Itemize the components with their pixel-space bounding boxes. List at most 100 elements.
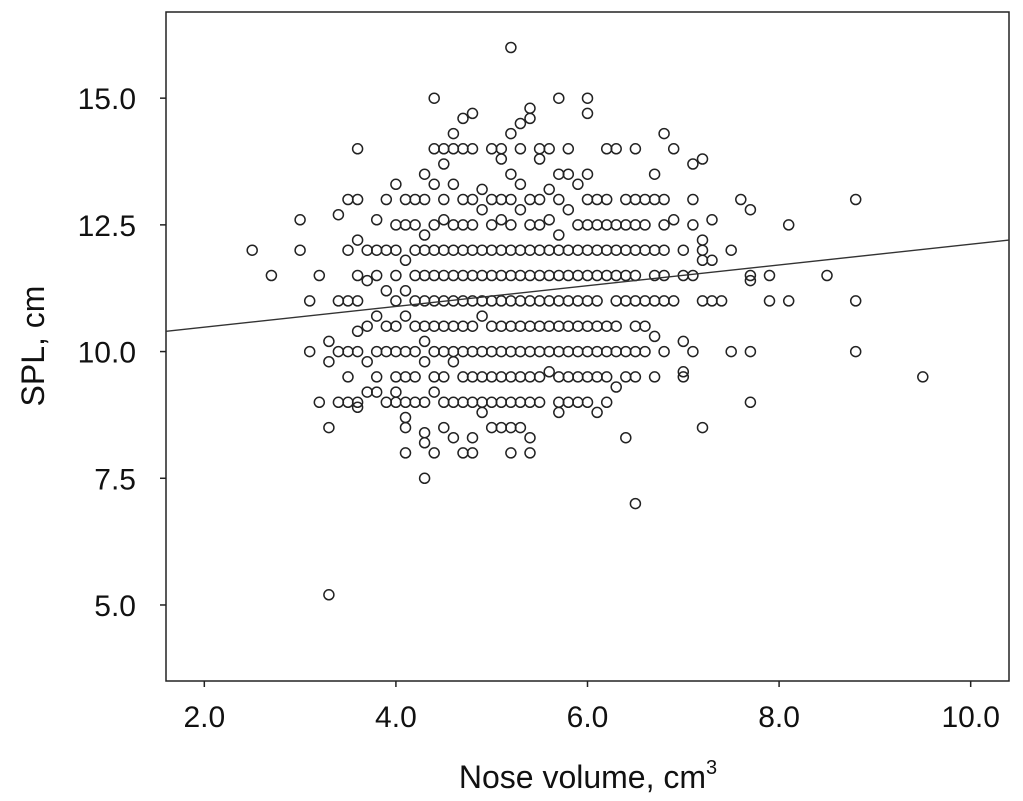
data-point [332,396,345,409]
data-point [447,143,460,155]
data-point [428,345,440,358]
y-axis-ticks: 5.0 7.5 10.0 12.5 15.0 [78,83,166,623]
data-point [390,386,402,398]
data-point [648,371,661,383]
data-point [294,214,306,226]
data-point [447,269,460,282]
data-point [495,244,508,256]
data-point [418,193,431,206]
data-point [629,320,642,332]
data-point [447,219,460,231]
data-point [533,371,546,383]
data-point [677,244,690,256]
data-point [409,193,421,206]
data-point [418,244,431,256]
data-point [485,345,498,358]
data-point [687,345,699,358]
data-point [600,244,613,256]
data-point [505,396,517,409]
data-point [667,143,680,155]
data-point [562,269,575,282]
data-point [629,345,642,358]
data-point [457,219,469,231]
data-point [438,269,450,282]
data-point [428,386,440,398]
data-point [476,345,488,358]
data-point [849,295,862,307]
data-point [495,371,508,383]
data-point [466,193,479,206]
data-point [581,320,594,332]
data-point [620,431,632,444]
data-point [342,396,354,409]
data-point [524,193,536,206]
data-point [418,269,431,282]
data-point [629,193,642,206]
data-point [533,219,546,231]
data-point [505,127,517,140]
data-point [543,295,555,307]
data-point [361,320,373,332]
data-point [696,153,709,165]
data-point [409,320,421,332]
data-point [610,345,622,358]
data-point [313,396,326,409]
data-point [505,219,517,231]
data-point [342,244,354,256]
data-point [553,168,565,180]
data-point [428,269,440,282]
data-point [476,406,488,419]
data-point [495,320,508,332]
x-axis-title-superscript: 3 [706,757,717,779]
data-point [658,345,670,358]
data-point [629,244,642,256]
data-point [418,426,431,439]
data-point [581,107,594,120]
data-point [399,285,412,297]
data-point [553,269,565,282]
data-point [418,355,431,368]
data-point [514,178,527,191]
data-point [610,143,622,155]
x-tick-label: 10.0 [941,701,999,734]
data-point [351,325,364,338]
data-point [600,320,613,332]
data-point [495,396,508,409]
data-point [600,396,613,409]
data-point [399,396,412,409]
data-point [370,371,383,383]
data-point [351,234,364,246]
data-point [782,219,795,231]
data-point [390,345,402,358]
data-point [581,244,594,256]
data-point [629,143,642,155]
data-point [849,345,862,358]
data-point [351,401,364,414]
x-tick-label: 2.0 [183,701,225,734]
data-point [418,396,431,409]
data-point [485,269,498,282]
data-point [715,295,728,307]
data-point [591,320,603,332]
data-point [667,214,680,226]
data-point [438,345,450,358]
data-point [361,386,373,398]
data-point [505,168,517,180]
data-point [447,127,460,140]
data-point [629,497,642,510]
data-point [438,193,450,206]
data-point [428,371,440,383]
data-point [581,396,594,409]
data-point [370,310,383,322]
data-point [533,320,546,332]
data-point [677,371,690,383]
data-point [399,193,412,206]
data-point [658,295,670,307]
data-point [639,295,651,307]
data-point [524,345,536,358]
data-point [562,168,575,180]
data-point [696,234,709,246]
data-point [591,193,603,206]
data-point [485,295,498,307]
data-point [648,168,661,180]
